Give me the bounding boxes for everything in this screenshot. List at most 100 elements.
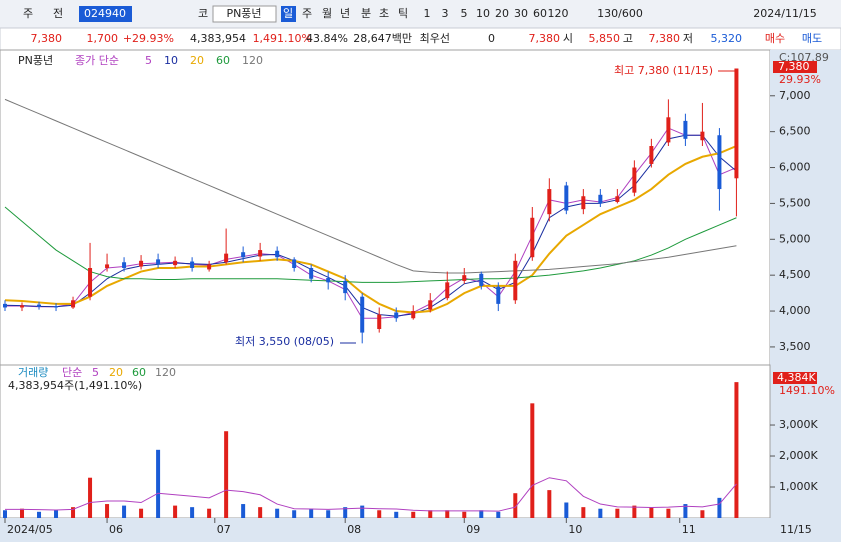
info-item: 저 [683, 32, 693, 45]
y-tick-label: 1,000K [779, 480, 818, 493]
info-item: 0 [488, 32, 495, 45]
candle-body [258, 250, 263, 257]
toolbar-item[interactable]: 5 [461, 7, 468, 20]
toolbar-item[interactable]: PN풍년 [226, 7, 261, 20]
ma-line [4, 145, 737, 314]
volume-bar [479, 510, 484, 518]
toolbar-item[interactable]: 60 [533, 7, 547, 20]
annotation: 최저 3,550 (08/05) [235, 335, 334, 348]
candle-body [343, 280, 348, 294]
legend-entry: 60 [216, 54, 230, 67]
x-tick-label: 2024/05 [7, 523, 53, 536]
volume-bar [700, 510, 705, 518]
toolbar-item[interactable]: 분 [361, 7, 371, 20]
info-item: 시 [563, 32, 573, 45]
candle-body [649, 146, 654, 164]
volume-legend-title: 거래량 [18, 366, 48, 379]
toolbar-item[interactable]: 10 [476, 7, 490, 20]
day-button-active[interactable] [281, 6, 296, 22]
info-item: 4,383,954 [190, 32, 246, 45]
toolbar-item[interactable]: 코 [198, 7, 208, 20]
toolbar-item[interactable]: 주 [302, 7, 312, 20]
toolbar-item[interactable]: 30 [514, 7, 528, 20]
info-item: 고 [623, 32, 633, 45]
toolbar-item[interactable]: 틱 [398, 7, 408, 20]
x-end-label: 11/15 [780, 523, 812, 536]
toolbar-item[interactable]: 월 [322, 7, 332, 20]
volume-bar [54, 510, 59, 518]
info-item: 5,850 [589, 32, 621, 45]
info-item: 5,320 [711, 32, 743, 45]
volume-bar [360, 505, 365, 518]
code-input[interactable] [79, 6, 132, 22]
volume-bar [530, 403, 535, 518]
candle-body [309, 267, 314, 279]
toolbar-item[interactable]: 3 [442, 7, 449, 20]
volume-bar [717, 497, 722, 518]
toolbar-item[interactable]: 일 [283, 6, 293, 20]
y-tick-label: 4,500 [779, 268, 811, 281]
volume-bar [156, 449, 161, 518]
last-price-label: 7,380 [778, 60, 810, 73]
volume-bar [190, 507, 195, 518]
candle-body [360, 296, 365, 333]
candle-body [105, 264, 110, 268]
info-item[interactable]: 매도 [802, 32, 822, 45]
top-label: C:107.89 [779, 51, 829, 64]
candle-body [666, 117, 671, 143]
volume-bar [292, 510, 297, 518]
price-legend-title: PN풍년 [18, 54, 53, 67]
candle-body [173, 260, 178, 266]
name-input[interactable] [212, 5, 277, 23]
candle-body [445, 282, 450, 299]
legend-entry: 20 [190, 54, 204, 67]
candle-body [598, 194, 603, 204]
volume-change-label: 1491.10% [779, 384, 835, 397]
candle-body [88, 267, 93, 297]
info-item[interactable]: 매수 [765, 32, 785, 45]
info-item: 7,380 [649, 32, 681, 45]
candle-body [700, 131, 705, 141]
volume-bar [564, 502, 569, 518]
toolbar-item[interactable]: 20 [495, 7, 509, 20]
volume-bar [20, 508, 25, 518]
toolbar-item[interactable]: 전 [53, 7, 63, 20]
y-tick-label: 3,000K [779, 418, 818, 431]
volume-bar [394, 511, 399, 518]
ma-line [4, 206, 737, 283]
candle-body [581, 196, 586, 210]
volume-bar [139, 508, 144, 518]
toolbar-item[interactable]: 초 [379, 7, 389, 20]
toolbar-item[interactable]: 년 [340, 7, 350, 20]
candle-body [54, 306, 59, 308]
annotation: 최고 7,380 (11/15) [614, 64, 713, 77]
toolbar-item[interactable]: 130/600 [597, 7, 643, 20]
toolbar-item[interactable]: 024940 [84, 7, 126, 20]
candle-body [513, 260, 518, 301]
legend-entry: 120 [242, 54, 263, 67]
y-tick-label: 6,500 [779, 125, 811, 138]
legend-entry: 20 [109, 366, 123, 379]
volume-bar [615, 508, 620, 518]
candle-body [207, 264, 212, 270]
volume-bar [3, 510, 7, 518]
toolbar-item[interactable]: 2024/11/15 [753, 7, 816, 20]
candle-body [734, 68, 739, 179]
toolbar-item[interactable]: 주 [23, 7, 33, 20]
legend-entry: 60 [132, 366, 146, 379]
volume-bar [581, 507, 586, 518]
volume-bar [445, 510, 450, 518]
candle-body [564, 185, 569, 211]
toolbar-item[interactable]: 1 [424, 7, 431, 20]
info-item: 1,700 [87, 32, 119, 45]
volume-bar [258, 507, 263, 518]
volume-summary: 4,383,954주(1,491.10%) [8, 379, 142, 392]
last-volume-box [773, 372, 817, 384]
volume-bar [122, 505, 127, 518]
volume-bar [462, 511, 467, 518]
volume-bar [224, 431, 229, 518]
toolbar-item[interactable]: 120 [548, 7, 569, 20]
candle-body [394, 312, 399, 319]
info-item: 1,491.10% [253, 32, 312, 45]
y-tick-label: 3,500 [779, 340, 811, 353]
